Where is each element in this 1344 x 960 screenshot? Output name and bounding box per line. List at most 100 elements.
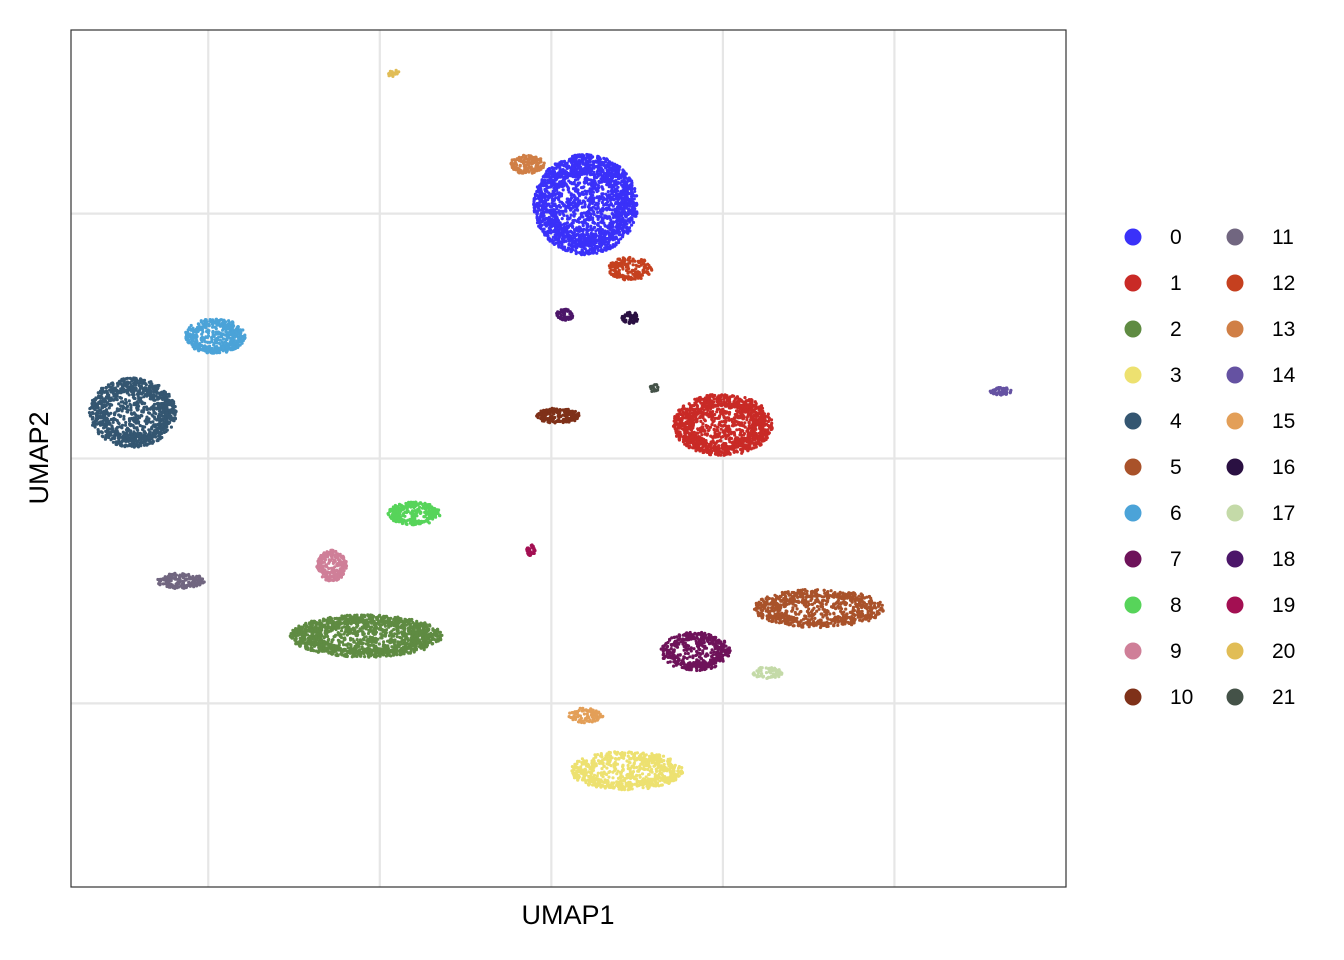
data-point: [735, 395, 740, 399]
data-point: [732, 394, 736, 398]
data-point: [605, 158, 610, 162]
data-point: [610, 196, 614, 200]
data-point: [678, 424, 682, 428]
data-point: [538, 188, 542, 192]
data-point: [569, 168, 573, 172]
data-point: [713, 393, 717, 398]
data-point: [560, 243, 564, 247]
data-point: [430, 633, 435, 638]
data-point: [605, 216, 610, 220]
data-point: [380, 648, 384, 652]
data-point: [327, 643, 331, 647]
data-point: [690, 431, 695, 435]
data-point: [675, 427, 679, 431]
data-point: [342, 632, 346, 636]
data-point: [550, 223, 555, 228]
data-point: [583, 205, 587, 209]
data-point: [600, 162, 604, 166]
data-point: [616, 198, 620, 202]
data-point: [601, 192, 605, 196]
data-point: [633, 211, 637, 215]
data-point: [539, 196, 543, 200]
data-point: [696, 447, 700, 451]
data-point: [389, 616, 393, 620]
data-point: [309, 628, 314, 632]
data-point: [569, 229, 573, 233]
data-point: [583, 233, 587, 238]
data-point: [620, 199, 625, 203]
data-point: [692, 444, 696, 448]
data-point: [573, 218, 577, 222]
data-point: [606, 195, 610, 199]
data-point: [532, 197, 536, 201]
data-point: [624, 176, 628, 180]
data-point: [544, 181, 549, 185]
data-point: [682, 434, 687, 438]
data-point: [307, 625, 311, 629]
data-point: [582, 167, 586, 171]
data-point: [724, 452, 728, 456]
cluster-0-points: [532, 152, 639, 257]
data-point: [727, 426, 731, 430]
data-point: [731, 421, 736, 425]
data-point: [433, 629, 437, 633]
data-point: [565, 200, 569, 204]
data-point: [686, 440, 690, 445]
data-point: [588, 153, 592, 157]
data-point: [556, 234, 561, 238]
data-point: [439, 637, 443, 641]
data-point: [609, 201, 613, 206]
data-point: [317, 636, 321, 640]
data-point: [564, 248, 569, 253]
data-point: [746, 414, 750, 418]
data-point: [607, 246, 611, 250]
data-point: [685, 414, 689, 418]
data-point: [618, 194, 623, 198]
data-point: [719, 398, 723, 402]
data-point: [688, 422, 692, 426]
data-point: [693, 410, 697, 414]
data-point: [406, 642, 410, 646]
data-point: [717, 402, 722, 406]
data-point: [370, 614, 374, 618]
data-point: [579, 186, 584, 190]
data-point: [591, 205, 595, 209]
data-point: [615, 231, 619, 235]
data-point: [604, 232, 608, 236]
data-point: [603, 238, 607, 243]
data-point: [579, 240, 584, 244]
data-point: [333, 623, 337, 627]
data-point: [753, 425, 757, 429]
data-point: [536, 204, 540, 208]
data-point: [312, 643, 316, 647]
data-point: [392, 651, 396, 656]
data-point: [300, 634, 304, 638]
data-point: [698, 416, 702, 420]
data-point: [563, 226, 568, 230]
data-point: [621, 216, 625, 220]
data-point: [561, 188, 565, 192]
data-point: [550, 208, 554, 212]
data-point: [680, 419, 684, 423]
data-point: [368, 626, 372, 630]
data-point: [723, 430, 727, 434]
data-point: [762, 412, 767, 416]
data-point: [618, 224, 622, 229]
data-point: [620, 212, 624, 216]
data-point: [355, 645, 359, 650]
data-point: [705, 426, 709, 430]
data-point: [600, 176, 604, 180]
data-point: [586, 249, 590, 253]
data-point: [540, 178, 544, 182]
data-point: [296, 633, 300, 637]
data-point: [608, 193, 612, 197]
data-point: [615, 236, 619, 240]
data-point: [600, 185, 604, 189]
data-point: [719, 439, 723, 443]
data-point: [633, 187, 637, 191]
data-point: [562, 184, 566, 188]
data-point: [682, 404, 686, 408]
data-point: [535, 193, 539, 198]
data-point: [575, 184, 579, 188]
data-point: [594, 165, 598, 169]
